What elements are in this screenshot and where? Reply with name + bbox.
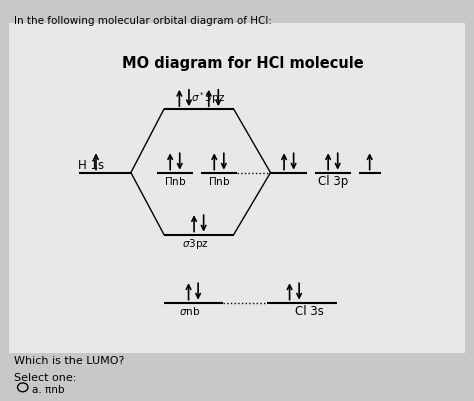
Text: a. πnb: a. πnb: [32, 384, 65, 394]
Text: $\Pi$nb: $\Pi$nb: [164, 175, 186, 187]
Text: Cl 3s: Cl 3s: [295, 304, 323, 317]
Text: $\sigma$3pz: $\sigma$3pz: [182, 237, 209, 251]
Text: $\sigma^*$3pz: $\sigma^*$3pz: [191, 90, 226, 106]
Text: Which is the LUMO?: Which is the LUMO?: [14, 355, 125, 365]
Text: H 1s: H 1s: [78, 159, 104, 172]
Text: Cl 3p: Cl 3p: [318, 175, 348, 188]
Text: $\sigma$nb: $\sigma$nb: [179, 304, 201, 316]
Text: Select one:: Select one:: [14, 372, 77, 382]
Text: $\Pi$nb: $\Pi$nb: [208, 175, 230, 187]
Text: MO diagram for HCl molecule: MO diagram for HCl molecule: [122, 56, 364, 71]
Text: In the following molecular orbital diagram of HCl:: In the following molecular orbital diagr…: [14, 16, 272, 26]
